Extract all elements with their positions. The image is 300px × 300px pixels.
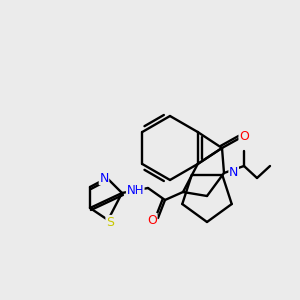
Text: S: S	[106, 215, 114, 229]
Text: O: O	[147, 214, 157, 226]
Text: NH: NH	[127, 184, 144, 196]
Text: O: O	[239, 130, 249, 142]
Text: N: N	[229, 167, 238, 179]
Text: N: N	[99, 172, 109, 184]
